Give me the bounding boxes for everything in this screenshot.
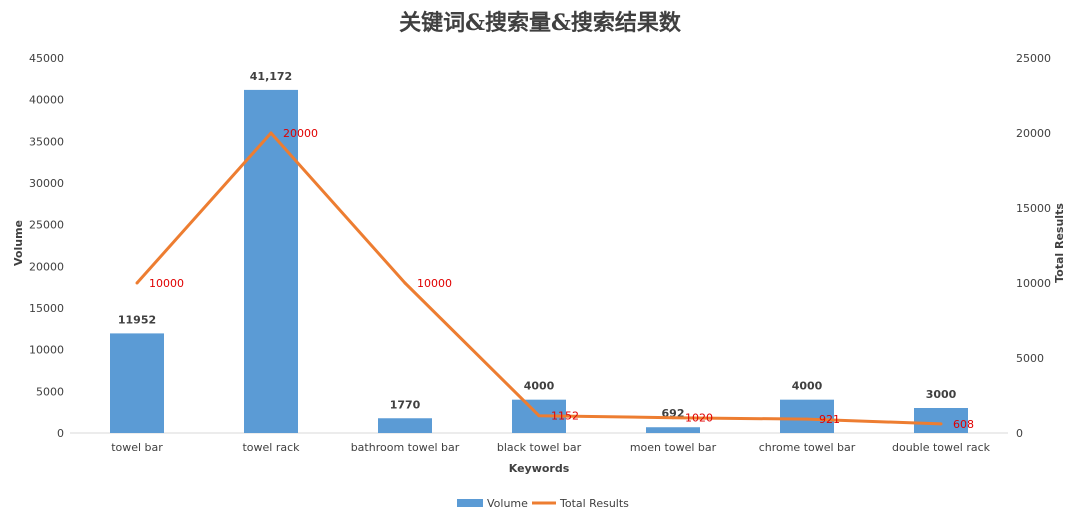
line-data-label: 20000 bbox=[283, 127, 318, 140]
bar-volume bbox=[244, 89, 298, 434]
y-tick-label: 30000 bbox=[29, 177, 64, 190]
y-tick-label: 35000 bbox=[29, 135, 64, 148]
line-point bbox=[671, 416, 675, 420]
bar-data-label: 4000 bbox=[792, 380, 823, 393]
line-data-label: 1020 bbox=[685, 412, 713, 425]
x-category-label: moen towel bar bbox=[630, 441, 717, 454]
y-tick-label: 10000 bbox=[29, 344, 64, 357]
bar-data-label: 1770 bbox=[390, 398, 421, 411]
y2-axis-title: Total Results bbox=[1053, 203, 1066, 283]
y-tick-label: 25000 bbox=[29, 219, 64, 232]
y-tick-label: 45000 bbox=[29, 52, 64, 65]
y2-tick-label: 25000 bbox=[1016, 52, 1051, 65]
line-point bbox=[135, 281, 139, 285]
line-data-label: 10000 bbox=[417, 277, 452, 290]
bar-data-label: 4000 bbox=[524, 380, 555, 393]
line-data-label: 10000 bbox=[149, 277, 184, 290]
x-category-label: black towel bar bbox=[497, 441, 582, 454]
y-tick-label: 0 bbox=[57, 427, 64, 440]
bar-volume bbox=[378, 418, 432, 433]
bar-volume bbox=[780, 399, 834, 433]
line-point bbox=[939, 422, 943, 426]
y-tick-label: 5000 bbox=[36, 385, 64, 398]
legend-swatch-volume bbox=[457, 499, 483, 507]
x-category-label: towel bar bbox=[111, 441, 163, 454]
line-point bbox=[805, 417, 809, 421]
y2-tick-label: 20000 bbox=[1016, 127, 1051, 140]
line-labels: 10000 20000 10000 1152 1020 921 608 bbox=[149, 127, 974, 431]
legend-label-volume: Volume bbox=[487, 497, 528, 510]
bar-volume bbox=[646, 427, 700, 433]
bar-data-label: 3000 bbox=[926, 388, 957, 401]
y2-tick-label: 15000 bbox=[1016, 202, 1051, 215]
line-series bbox=[135, 131, 943, 426]
legend: Volume Total Results bbox=[457, 497, 629, 510]
legend-label-total-results: Total Results bbox=[559, 497, 629, 510]
y-axis-right: 0 5000 10000 15000 20000 25000 bbox=[1016, 52, 1051, 440]
line-point bbox=[403, 281, 407, 285]
line-data-label: 921 bbox=[819, 413, 840, 426]
y-tick-label: 15000 bbox=[29, 302, 64, 315]
x-category-label: double towel rack bbox=[892, 441, 991, 454]
bar-volume bbox=[110, 333, 164, 433]
x-category-label: towel rack bbox=[242, 441, 300, 454]
y2-tick-label: 5000 bbox=[1016, 352, 1044, 365]
line-point bbox=[537, 414, 541, 418]
line-point bbox=[269, 131, 273, 135]
y2-tick-label: 10000 bbox=[1016, 277, 1051, 290]
x-category-label: chrome towel bar bbox=[759, 441, 856, 454]
x-axis-title: Keywords bbox=[509, 462, 570, 475]
y2-tick-label: 0 bbox=[1016, 427, 1023, 440]
y-tick-label: 40000 bbox=[29, 94, 64, 107]
bar-volume bbox=[914, 408, 968, 433]
chart-title: 关键词&搜索量&搜索结果数 bbox=[399, 10, 682, 36]
y-axis-left: 0 5000 10000 15000 20000 25000 30000 35000 40000… bbox=[29, 52, 64, 440]
x-axis-categories: towel bar towel rack bathroom towel bar bla… bbox=[111, 441, 990, 454]
x-category-label: bathroom towel bar bbox=[351, 441, 460, 454]
bar-data-label: 11952 bbox=[118, 313, 156, 326]
line-data-label: 1152 bbox=[551, 410, 579, 423]
line-data-label: 608 bbox=[953, 418, 974, 431]
y-tick-label: 20000 bbox=[29, 260, 64, 273]
bar-data-label: 41,172 bbox=[250, 70, 292, 83]
y-axis-title: Volume bbox=[12, 220, 25, 266]
